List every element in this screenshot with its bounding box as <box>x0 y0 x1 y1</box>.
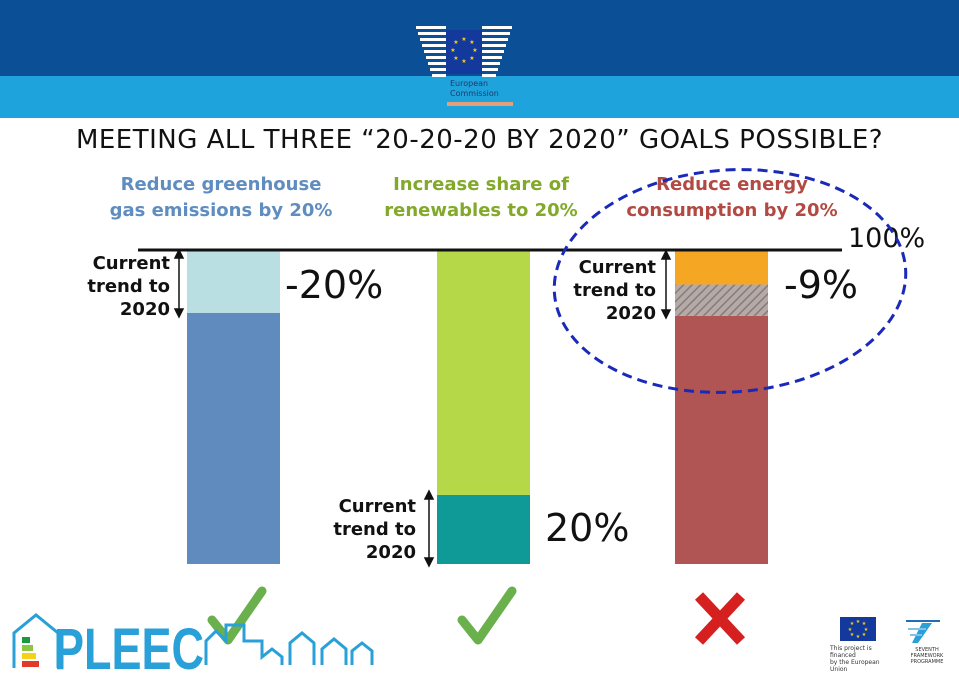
bar-energy-segment-1 <box>675 284 768 316</box>
skyline-outline <box>204 623 374 665</box>
bar-energy-segment-2 <box>675 250 768 285</box>
fp7-text: SEVENTH FRAMEWORK PROGRAMME <box>904 647 950 665</box>
fp7-line-1: SEVENTH FRAMEWORK <box>910 647 944 659</box>
trend-energy-line-3: 2020 <box>605 303 656 324</box>
svg-text:★: ★ <box>848 627 853 633</box>
trend-label-energy: Current trend to 2020 <box>558 256 656 325</box>
trend-ghg-line-1: Current <box>92 253 170 274</box>
bar-ghg-segment-0 <box>187 312 280 564</box>
pleec-house-logo <box>12 613 60 668</box>
trend-ghg-line-2: trend to <box>87 276 170 297</box>
svg-text:★: ★ <box>856 634 861 640</box>
svg-text:★: ★ <box>864 627 869 633</box>
trend-label-ghg: Current trend to 2020 <box>70 252 170 321</box>
svg-text:★: ★ <box>850 621 855 627</box>
trend-arrow-ghg <box>173 248 185 319</box>
trend-energy-line-1: Current <box>578 257 656 278</box>
goal-heading-ghg: Reduce greenhouse gas emissions by 20% <box>96 172 346 224</box>
bar-ghg-segment-1 <box>187 250 280 313</box>
eu-note-line-2: by the European Union <box>830 659 880 673</box>
goal-ghg-line-1: Reduce greenhouse <box>120 174 322 195</box>
header-band <box>0 76 959 118</box>
svg-text:★: ★ <box>862 632 867 638</box>
trend-ghg-line-3: 2020 <box>119 299 170 320</box>
svg-text:★: ★ <box>453 39 458 46</box>
pleec-logo-text: PLEEC <box>54 617 204 676</box>
baseline-label: 100% <box>848 223 926 254</box>
svg-text:★: ★ <box>862 621 867 627</box>
value-label-ghg: -20% <box>285 263 384 307</box>
svg-text:★: ★ <box>472 47 477 54</box>
trend-arrow-renewables <box>423 489 435 568</box>
ec-text-line-1: European <box>450 79 489 88</box>
goal-energy-line-1: Reduce energy <box>656 174 808 195</box>
value-label-energy: -9% <box>784 263 858 307</box>
svg-text:★: ★ <box>469 39 474 46</box>
eu-flag <box>840 617 876 641</box>
trend-energy-line-2: trend to <box>573 280 656 301</box>
fp7-logo <box>906 620 940 643</box>
goal-energy-line-2: consumption by 20% <box>626 200 838 221</box>
ec-text-line-2: Commission <box>450 89 499 98</box>
svg-text:★: ★ <box>469 55 474 62</box>
trend-renewables-line-3: 2020 <box>365 542 416 563</box>
goal-heading-energy: Reduce energy consumption by 20% <box>602 172 862 224</box>
european-commission-logo: ★ ★★★ ★★★★ <box>416 26 512 77</box>
fp7-line-2: PROGRAMME <box>910 659 944 665</box>
european-commission-text: European Commission <box>450 79 499 99</box>
ec-accent-bar <box>447 102 513 106</box>
svg-text:★: ★ <box>450 47 455 54</box>
eu-note-line-1: This project is financed <box>830 645 872 659</box>
eu-financing-note: This project is financed by the European… <box>830 645 890 673</box>
value-label-renewables: 20% <box>545 506 630 550</box>
svg-text:★: ★ <box>453 55 458 62</box>
bar-renewables-segment-0 <box>437 494 530 564</box>
trend-label-renewables: Current trend to 2020 <box>318 495 416 564</box>
bar-renewables-segment-1 <box>437 250 530 495</box>
trend-renewables-line-1: Current <box>338 496 416 517</box>
goal-renewables-line-2: renewables to 20% <box>384 200 578 221</box>
goal-ghg-line-2: gas emissions by 20% <box>109 200 333 221</box>
footer-logos: PLEEC ★ ★★★ ★★★★ <box>12 613 940 676</box>
trend-renewables-line-2: trend to <box>333 519 416 540</box>
svg-text:★: ★ <box>461 58 466 65</box>
page-title: MEETING ALL THREE “20-20-20 BY 2020” GOA… <box>75 125 884 155</box>
goal-heading-renewables: Increase share of renewables to 20% <box>356 172 606 224</box>
svg-text:★: ★ <box>856 619 861 625</box>
svg-text:★: ★ <box>850 632 855 638</box>
svg-text:★: ★ <box>461 36 466 43</box>
trend-arrow-energy <box>660 249 672 320</box>
goal-renewables-line-1: Increase share of <box>393 174 569 195</box>
bar-energy-segment-0 <box>675 315 768 564</box>
